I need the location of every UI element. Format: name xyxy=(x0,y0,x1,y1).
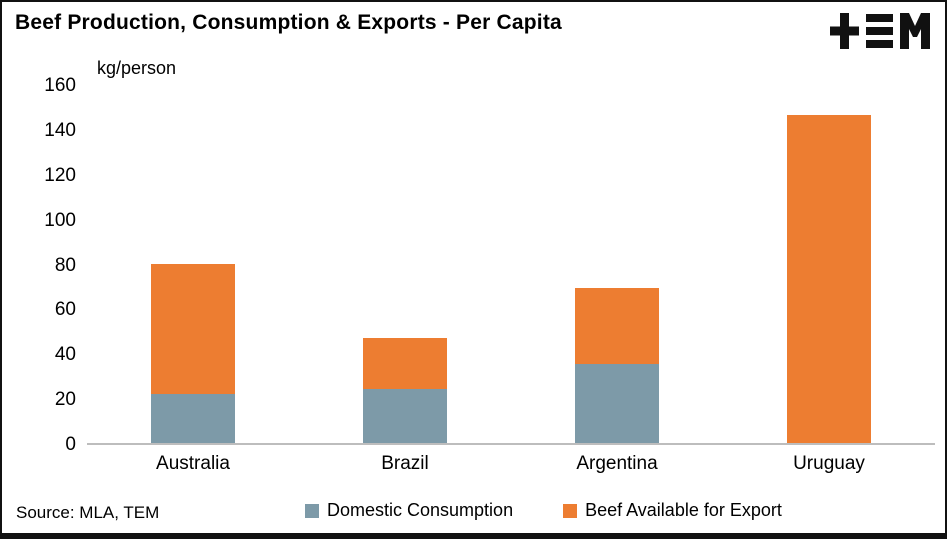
bar-segment xyxy=(575,288,659,365)
bar-segment xyxy=(575,364,659,443)
tem-logo-graphic xyxy=(830,13,930,49)
bar-brazil xyxy=(299,86,511,443)
legend-label: Domestic Consumption xyxy=(327,500,514,520)
y-tick-label: 160 xyxy=(44,75,76,96)
bars-container xyxy=(87,86,935,443)
legend-swatch xyxy=(305,503,319,518)
legend-item: Beef Available for Export xyxy=(563,500,782,521)
y-tick-label: 80 xyxy=(54,254,76,276)
y-tick-label: 60 xyxy=(54,299,76,321)
y-axis: 0 20 40 60 80 100 120 140 160 xyxy=(20,75,76,455)
y-tick-label: 40 xyxy=(54,344,76,366)
bar-australia xyxy=(87,86,299,443)
tem-logo xyxy=(830,10,930,52)
plot-area xyxy=(87,86,935,445)
category-label: Brazil xyxy=(381,453,429,474)
bar-segment xyxy=(363,389,447,443)
bar-segment xyxy=(151,263,235,394)
bar-segment xyxy=(787,115,871,443)
y-tick-label: 120 xyxy=(44,164,76,186)
legend-item: Domestic Consumption xyxy=(305,500,513,521)
source-text: Source: MLA, TEM xyxy=(16,503,160,522)
legend-swatch xyxy=(563,503,578,518)
legend: Domestic Consumption Beef Available for E… xyxy=(305,500,782,521)
legend-label: Beef Available for Export xyxy=(585,500,782,520)
y-axis-unit-label: kg/person xyxy=(97,58,177,78)
chart-title: Beef Production, Consumption & Exports -… xyxy=(15,11,562,34)
y-tick-label: 20 xyxy=(54,389,76,411)
x-axis-labels: Australia Brazil Argentina Uruguay xyxy=(87,453,935,475)
category-label: Argentina xyxy=(576,453,658,474)
y-tick-label: 0 xyxy=(65,434,76,455)
bar-segment xyxy=(151,393,235,443)
category-label: Uruguay xyxy=(793,453,865,474)
category-label: Australia xyxy=(156,453,230,474)
y-tick-label: 100 xyxy=(44,209,76,231)
bar-argentina xyxy=(511,86,723,443)
bar-uruguay xyxy=(723,86,935,443)
bar-segment xyxy=(363,337,447,390)
y-tick-label: 140 xyxy=(44,119,76,141)
